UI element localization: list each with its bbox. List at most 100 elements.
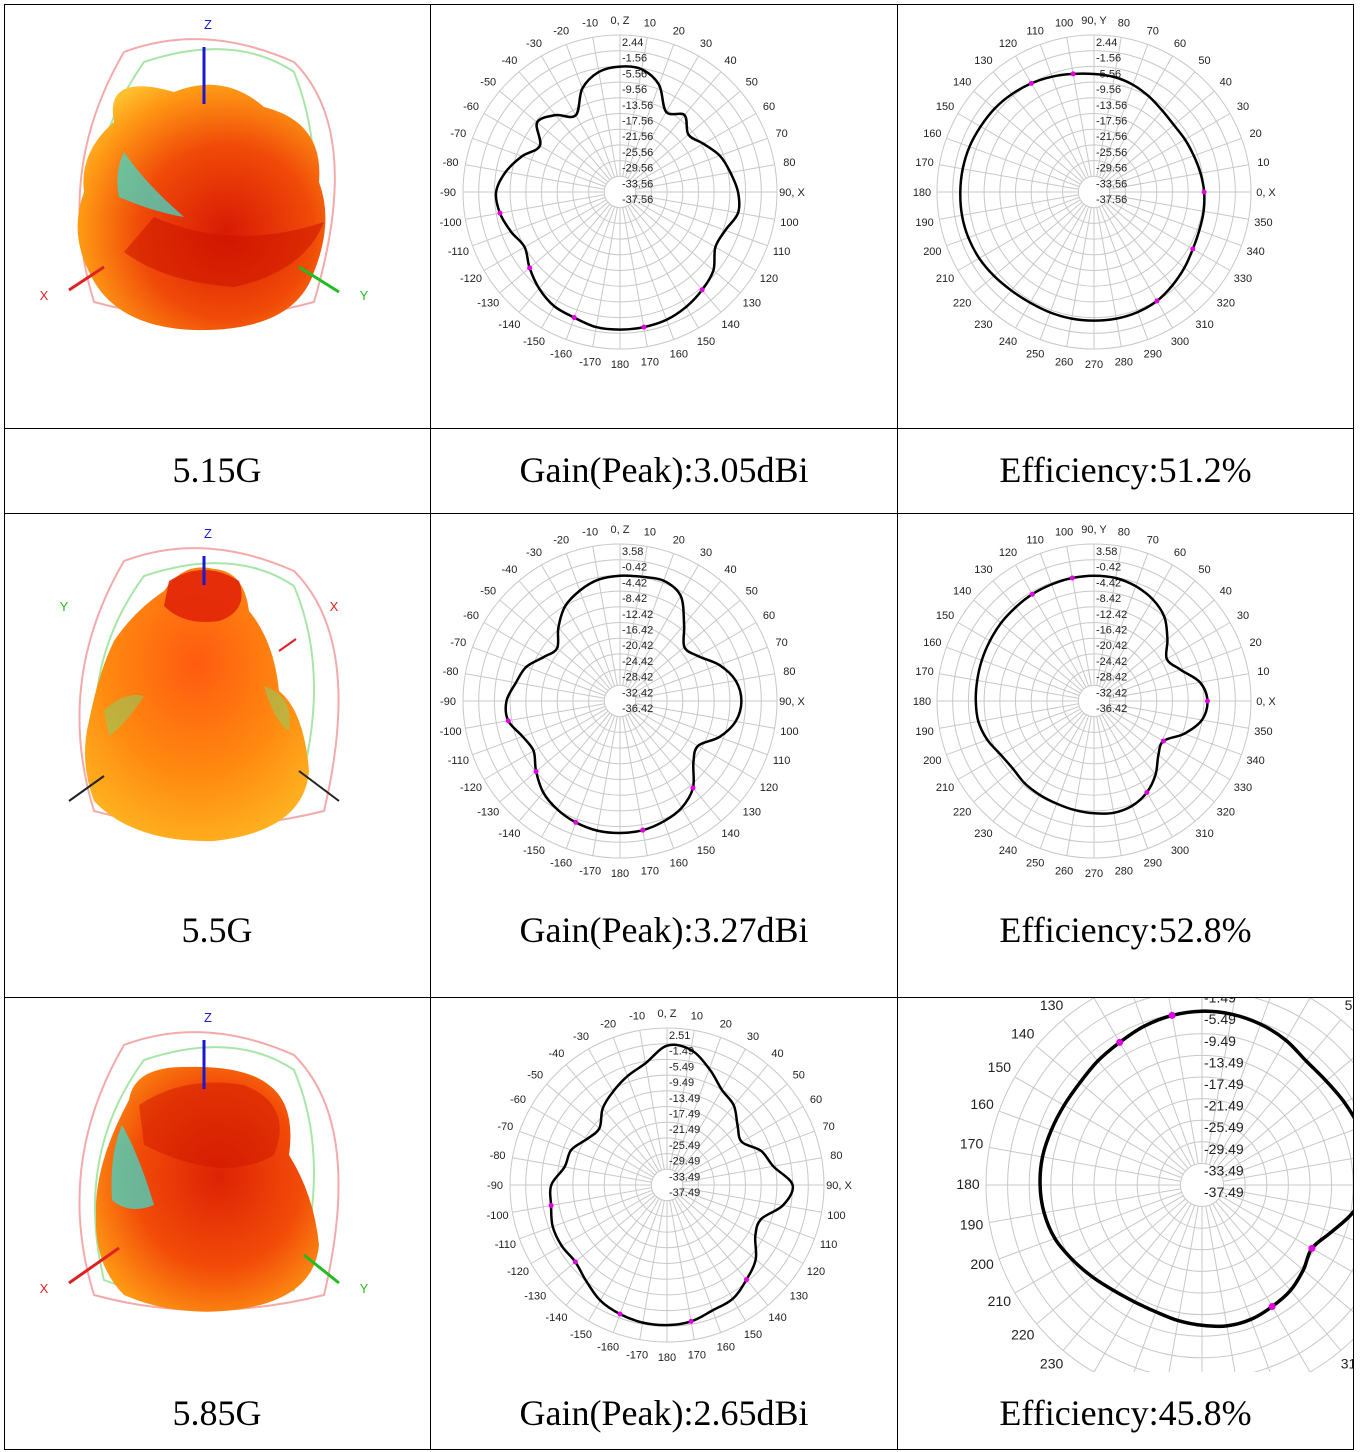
grid-spoke (957, 622, 1081, 694)
ring-tick-label: -12.42 (1096, 609, 1127, 621)
grid-spoke (1036, 1198, 1186, 1325)
grid-spoke (518, 580, 611, 690)
grid-spoke (622, 546, 648, 686)
ring-tick-label: -13.49 (669, 1093, 700, 1105)
grid-spoke (973, 90, 1083, 183)
grid-spoke (1108, 646, 1242, 697)
grid-spoke (1039, 44, 1090, 178)
angle-tick-label: 70 (1147, 25, 1159, 37)
ring-tick-label: -12.42 (622, 609, 653, 621)
trace-marker (533, 768, 539, 774)
angle-tick-label: 300 (1171, 845, 1189, 857)
ring-tick-label: -29.49 (669, 1156, 700, 1168)
ring-tick-label: -37.56 (1096, 194, 1127, 206)
grid-spoke (518, 71, 611, 181)
grid-spoke (1096, 546, 1122, 686)
ring-tick-label: -8.42 (622, 593, 647, 605)
angle-tick-label: -20 (600, 1018, 616, 1030)
axis-label-z: Z (204, 17, 212, 32)
grid-spoke (1109, 194, 1249, 220)
trace-marker (699, 287, 705, 293)
ring-tick-label: -4.42 (1096, 577, 1121, 589)
grid-spoke (519, 1130, 653, 1181)
angle-tick-label: 150 (697, 336, 715, 348)
grid-spoke (957, 708, 1081, 780)
angle-tick-label: 120 (760, 782, 778, 794)
angle-tick-label: 320 (1217, 298, 1235, 310)
angle-tick-label: 90, X (779, 187, 805, 199)
grid-spoke (1096, 37, 1122, 177)
grid-spoke (1107, 622, 1231, 694)
grid-spoke (546, 1083, 656, 1176)
grid-spoke (634, 705, 768, 756)
grid-spoke (1218, 1057, 1353, 1172)
axis-label-right: Y (360, 288, 369, 303)
grid-spoke (1103, 71, 1196, 181)
ring-tick-label: 3.58 (622, 546, 643, 558)
angle-tick-label: 300 (1171, 336, 1189, 348)
angle-tick-label: 180 (611, 868, 629, 880)
grid-spoke (1066, 37, 1092, 177)
grid-spoke (541, 205, 613, 329)
grid-spoke (631, 710, 741, 803)
angle-tick-label: 160 (670, 858, 688, 870)
grid-spoke (1039, 206, 1090, 340)
grid-spoke (1168, 1206, 1199, 1372)
angle-tick-label: 180 (611, 359, 629, 371)
angle-tick-label: -80 (443, 666, 459, 678)
angle-tick-label: 50 (1198, 55, 1210, 67)
angle-tick-label: 50 (746, 585, 758, 597)
grid-spoke (512, 1187, 652, 1213)
ring-tick-label: -1.49 (669, 1046, 694, 1058)
grid-spoke (1107, 708, 1231, 780)
grid-spoke (499, 201, 609, 294)
angle-tick-label: 140 (721, 828, 739, 840)
grid-spoke (1107, 199, 1231, 271)
grid-spoke (465, 194, 605, 220)
angle-tick-label: 20 (673, 25, 685, 37)
angle-tick-label: 100 (780, 726, 798, 738)
grid-spoke (1066, 546, 1092, 686)
grid-spoke (1062, 1019, 1189, 1169)
ring-tick-label: 2.51 (669, 1030, 690, 1042)
angle-tick-label: -20 (553, 534, 569, 546)
angle-tick-label: -60 (463, 610, 479, 622)
grid-ring (1179, 1162, 1225, 1208)
trace-marker (1116, 1038, 1124, 1046)
angle-tick-label: 130 (743, 298, 761, 310)
grid-spoke (1103, 203, 1196, 313)
grid-spoke (634, 196, 768, 247)
angle-tick-label: 220 (953, 807, 971, 819)
axis-label-right: X (330, 599, 339, 614)
angle-tick-label: 20 (673, 534, 685, 546)
grid-spoke (1096, 716, 1122, 856)
grid-spoke (565, 715, 616, 849)
angle-tick-label: -50 (480, 585, 496, 597)
angle-tick-label: 200 (923, 246, 941, 258)
ring-tick-label: -25.56 (622, 147, 653, 159)
angle-tick-label: 60 (810, 1094, 822, 1106)
angle-tick-label: 230 (1040, 1355, 1064, 1371)
trace-marker (617, 1311, 623, 1317)
ring-tick-label: -20.42 (1096, 640, 1127, 652)
angle-tick-label: 140 (953, 76, 971, 88)
angle-tick-label: -50 (527, 1069, 543, 1081)
angle-tick-label: 220 (953, 298, 971, 310)
trace-marker (1201, 189, 1207, 195)
angle-tick-label: 70 (776, 128, 788, 140)
angle-tick-label: -90 (440, 187, 456, 199)
grid-spoke (678, 1194, 788, 1287)
grid-spoke (1105, 599, 1215, 692)
angle-tick-label: 170 (915, 157, 933, 169)
grid-spoke (1098, 553, 1149, 687)
angle-tick-label: 190 (915, 726, 933, 738)
angle-tick-label: 110 (820, 1239, 838, 1251)
grid-spoke (624, 206, 675, 340)
angle-tick-label: 30 (700, 38, 712, 50)
angle-tick-label: -90 (440, 696, 456, 708)
grid-spoke (676, 1196, 769, 1306)
grid-spoke (669, 1030, 695, 1170)
angle-tick-label: 40 (724, 55, 736, 67)
grid-spoke (633, 199, 757, 271)
angle-tick-label: 180 (913, 696, 931, 708)
